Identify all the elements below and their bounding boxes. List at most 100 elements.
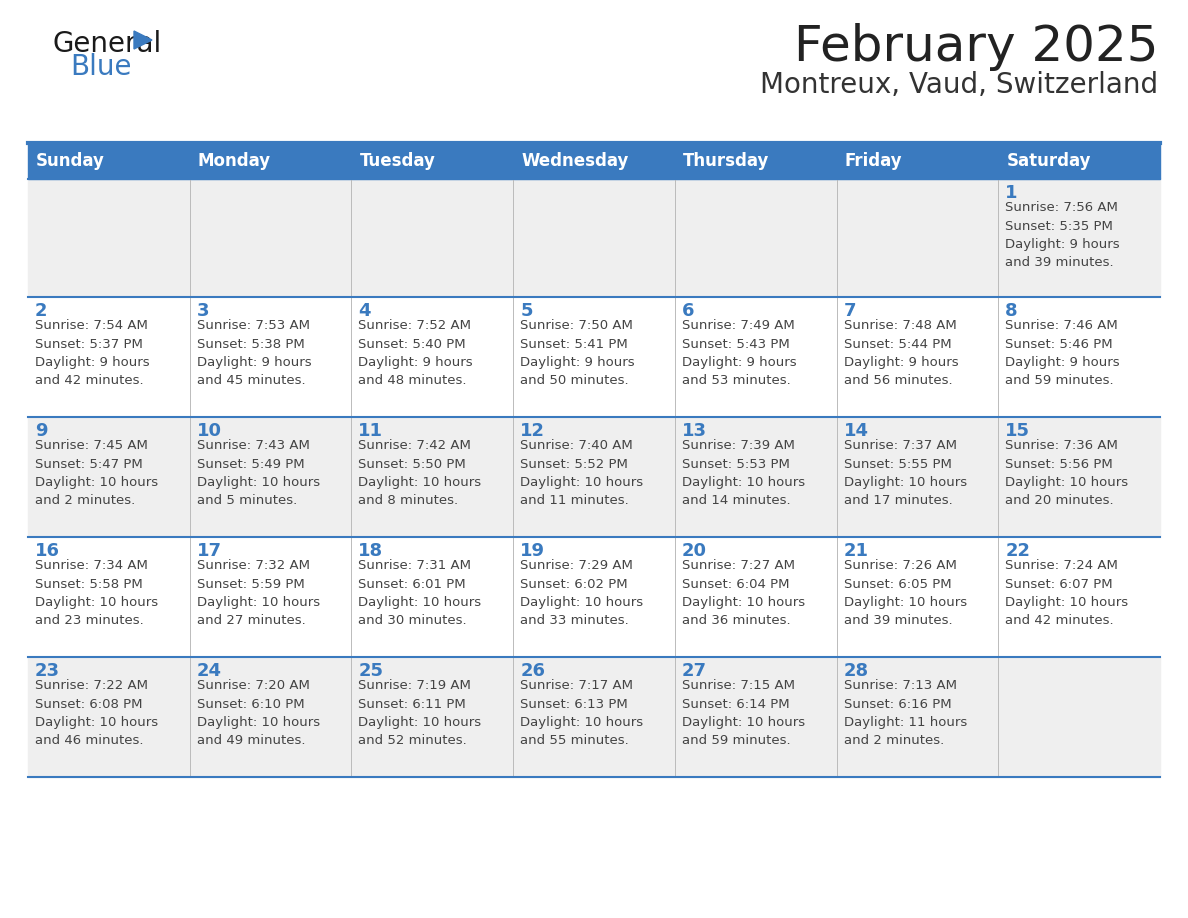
Polygon shape (134, 31, 152, 49)
Text: Sunrise: 7:54 AM
Sunset: 5:37 PM
Daylight: 9 hours
and 42 minutes.: Sunrise: 7:54 AM Sunset: 5:37 PM Dayligh… (34, 319, 150, 387)
Bar (513, 179, 675, 297)
Text: 16: 16 (34, 542, 61, 560)
Text: 2: 2 (34, 302, 48, 320)
Text: Sunrise: 7:29 AM
Sunset: 6:02 PM
Daylight: 10 hours
and 33 minutes.: Sunrise: 7:29 AM Sunset: 6:02 PM Dayligh… (520, 559, 643, 628)
Text: 9: 9 (34, 422, 48, 440)
Text: Sunrise: 7:17 AM
Sunset: 6:13 PM
Daylight: 10 hours
and 55 minutes.: Sunrise: 7:17 AM Sunset: 6:13 PM Dayligh… (520, 679, 643, 747)
Bar (998, 179, 1159, 297)
Text: Sunrise: 7:45 AM
Sunset: 5:47 PM
Daylight: 10 hours
and 2 minutes.: Sunrise: 7:45 AM Sunset: 5:47 PM Dayligh… (34, 439, 158, 508)
Text: Blue: Blue (70, 53, 132, 81)
Text: Sunrise: 7:34 AM
Sunset: 5:58 PM
Daylight: 10 hours
and 23 minutes.: Sunrise: 7:34 AM Sunset: 5:58 PM Dayligh… (34, 559, 158, 628)
Bar (675, 657, 836, 777)
Text: 28: 28 (843, 662, 868, 680)
Bar (998, 537, 1159, 657)
Text: 4: 4 (359, 302, 371, 320)
Bar (29, 417, 190, 537)
Text: Sunrise: 7:56 AM
Sunset: 5:35 PM
Daylight: 9 hours
and 39 minutes.: Sunrise: 7:56 AM Sunset: 5:35 PM Dayligh… (1005, 201, 1120, 270)
Text: Thursday: Thursday (683, 152, 770, 170)
Bar (190, 179, 352, 297)
Bar (836, 297, 998, 417)
Text: 6: 6 (682, 302, 694, 320)
Bar (190, 537, 352, 657)
Text: Sunrise: 7:50 AM
Sunset: 5:41 PM
Daylight: 9 hours
and 50 minutes.: Sunrise: 7:50 AM Sunset: 5:41 PM Dayligh… (520, 319, 634, 387)
Text: Sunrise: 7:15 AM
Sunset: 6:14 PM
Daylight: 10 hours
and 59 minutes.: Sunrise: 7:15 AM Sunset: 6:14 PM Dayligh… (682, 679, 805, 747)
Text: Sunrise: 7:13 AM
Sunset: 6:16 PM
Daylight: 11 hours
and 2 minutes.: Sunrise: 7:13 AM Sunset: 6:16 PM Dayligh… (843, 679, 967, 747)
Text: 19: 19 (520, 542, 545, 560)
Text: 17: 17 (197, 542, 222, 560)
Text: Sunrise: 7:40 AM
Sunset: 5:52 PM
Daylight: 10 hours
and 11 minutes.: Sunrise: 7:40 AM Sunset: 5:52 PM Dayligh… (520, 439, 643, 508)
Bar (29, 297, 190, 417)
Text: 15: 15 (1005, 422, 1030, 440)
Text: Montreux, Vaud, Switzerland: Montreux, Vaud, Switzerland (760, 71, 1158, 99)
Text: 23: 23 (34, 662, 61, 680)
Text: 8: 8 (1005, 302, 1018, 320)
Bar (352, 537, 513, 657)
Bar (836, 537, 998, 657)
Bar (836, 179, 998, 297)
Bar (998, 417, 1159, 537)
Text: Sunrise: 7:20 AM
Sunset: 6:10 PM
Daylight: 10 hours
and 49 minutes.: Sunrise: 7:20 AM Sunset: 6:10 PM Dayligh… (197, 679, 320, 747)
Text: 1: 1 (1005, 184, 1018, 202)
Bar (675, 179, 836, 297)
Text: Sunrise: 7:22 AM
Sunset: 6:08 PM
Daylight: 10 hours
and 46 minutes.: Sunrise: 7:22 AM Sunset: 6:08 PM Dayligh… (34, 679, 158, 747)
Text: 20: 20 (682, 542, 707, 560)
Bar (29, 657, 190, 777)
Bar (352, 297, 513, 417)
Text: Sunrise: 7:53 AM
Sunset: 5:38 PM
Daylight: 9 hours
and 45 minutes.: Sunrise: 7:53 AM Sunset: 5:38 PM Dayligh… (197, 319, 311, 387)
Text: Sunrise: 7:43 AM
Sunset: 5:49 PM
Daylight: 10 hours
and 5 minutes.: Sunrise: 7:43 AM Sunset: 5:49 PM Dayligh… (197, 439, 320, 508)
Bar (29, 537, 190, 657)
Text: 12: 12 (520, 422, 545, 440)
Text: Wednesday: Wednesday (522, 152, 628, 170)
Bar (352, 179, 513, 297)
Text: Sunrise: 7:37 AM
Sunset: 5:55 PM
Daylight: 10 hours
and 17 minutes.: Sunrise: 7:37 AM Sunset: 5:55 PM Dayligh… (843, 439, 967, 508)
Bar (190, 657, 352, 777)
Text: Friday: Friday (845, 152, 902, 170)
Text: February 2025: February 2025 (794, 23, 1158, 71)
Text: Sunrise: 7:36 AM
Sunset: 5:56 PM
Daylight: 10 hours
and 20 minutes.: Sunrise: 7:36 AM Sunset: 5:56 PM Dayligh… (1005, 439, 1129, 508)
Text: 25: 25 (359, 662, 384, 680)
Text: Sunrise: 7:27 AM
Sunset: 6:04 PM
Daylight: 10 hours
and 36 minutes.: Sunrise: 7:27 AM Sunset: 6:04 PM Dayligh… (682, 559, 805, 628)
Bar (513, 297, 675, 417)
Text: 24: 24 (197, 662, 222, 680)
Text: 26: 26 (520, 662, 545, 680)
Bar (190, 417, 352, 537)
Text: 27: 27 (682, 662, 707, 680)
Bar (836, 657, 998, 777)
Text: 22: 22 (1005, 542, 1030, 560)
Text: 14: 14 (843, 422, 868, 440)
Bar (675, 297, 836, 417)
Text: Sunrise: 7:19 AM
Sunset: 6:11 PM
Daylight: 10 hours
and 52 minutes.: Sunrise: 7:19 AM Sunset: 6:11 PM Dayligh… (359, 679, 481, 747)
Text: 13: 13 (682, 422, 707, 440)
Text: Sunday: Sunday (36, 152, 105, 170)
Text: Sunrise: 7:39 AM
Sunset: 5:53 PM
Daylight: 10 hours
and 14 minutes.: Sunrise: 7:39 AM Sunset: 5:53 PM Dayligh… (682, 439, 805, 508)
Text: 10: 10 (197, 422, 222, 440)
Text: 18: 18 (359, 542, 384, 560)
Bar (190, 297, 352, 417)
Bar (513, 417, 675, 537)
Text: Sunrise: 7:31 AM
Sunset: 6:01 PM
Daylight: 10 hours
and 30 minutes.: Sunrise: 7:31 AM Sunset: 6:01 PM Dayligh… (359, 559, 481, 628)
Bar (29, 179, 190, 297)
Text: Sunrise: 7:48 AM
Sunset: 5:44 PM
Daylight: 9 hours
and 56 minutes.: Sunrise: 7:48 AM Sunset: 5:44 PM Dayligh… (843, 319, 959, 387)
Text: Saturday: Saturday (1006, 152, 1091, 170)
Bar (513, 537, 675, 657)
Text: 21: 21 (843, 542, 868, 560)
Bar (29, 143, 1159, 179)
Bar (998, 297, 1159, 417)
Text: Monday: Monday (197, 152, 271, 170)
Bar (675, 537, 836, 657)
Text: 5: 5 (520, 302, 532, 320)
Bar (352, 657, 513, 777)
Text: 7: 7 (843, 302, 857, 320)
Text: Sunrise: 7:32 AM
Sunset: 5:59 PM
Daylight: 10 hours
and 27 minutes.: Sunrise: 7:32 AM Sunset: 5:59 PM Dayligh… (197, 559, 320, 628)
Bar (836, 417, 998, 537)
Bar (998, 657, 1159, 777)
Text: 3: 3 (197, 302, 209, 320)
Bar (675, 417, 836, 537)
Text: Sunrise: 7:52 AM
Sunset: 5:40 PM
Daylight: 9 hours
and 48 minutes.: Sunrise: 7:52 AM Sunset: 5:40 PM Dayligh… (359, 319, 473, 387)
Text: Tuesday: Tuesday (360, 152, 435, 170)
Text: 11: 11 (359, 422, 384, 440)
Bar (352, 417, 513, 537)
Text: Sunrise: 7:49 AM
Sunset: 5:43 PM
Daylight: 9 hours
and 53 minutes.: Sunrise: 7:49 AM Sunset: 5:43 PM Dayligh… (682, 319, 796, 387)
Text: Sunrise: 7:42 AM
Sunset: 5:50 PM
Daylight: 10 hours
and 8 minutes.: Sunrise: 7:42 AM Sunset: 5:50 PM Dayligh… (359, 439, 481, 508)
Text: General: General (52, 30, 162, 58)
